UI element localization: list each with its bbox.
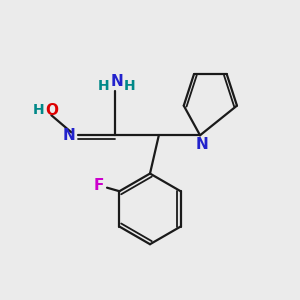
Text: H: H (124, 79, 136, 93)
Text: F: F (94, 178, 104, 193)
Text: H: H (98, 79, 109, 93)
Text: N: N (111, 74, 123, 89)
Text: N: N (63, 128, 75, 143)
Text: H: H (32, 103, 44, 117)
Text: O: O (46, 103, 59, 118)
Text: N: N (195, 137, 208, 152)
